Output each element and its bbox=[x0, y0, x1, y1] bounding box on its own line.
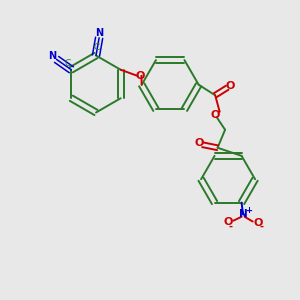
Text: C: C bbox=[94, 44, 100, 52]
Text: O: O bbox=[254, 218, 263, 228]
Text: -: - bbox=[260, 222, 264, 232]
Text: C: C bbox=[64, 59, 71, 68]
Text: O: O bbox=[194, 138, 204, 148]
Text: +: + bbox=[245, 206, 252, 215]
Text: O: O bbox=[224, 217, 233, 227]
Text: -: - bbox=[229, 222, 232, 232]
Text: N: N bbox=[239, 209, 248, 219]
Text: O: O bbox=[136, 71, 145, 81]
Text: O: O bbox=[211, 110, 220, 120]
Text: N: N bbox=[48, 51, 56, 62]
Text: N: N bbox=[95, 28, 103, 38]
Text: O: O bbox=[226, 81, 235, 91]
